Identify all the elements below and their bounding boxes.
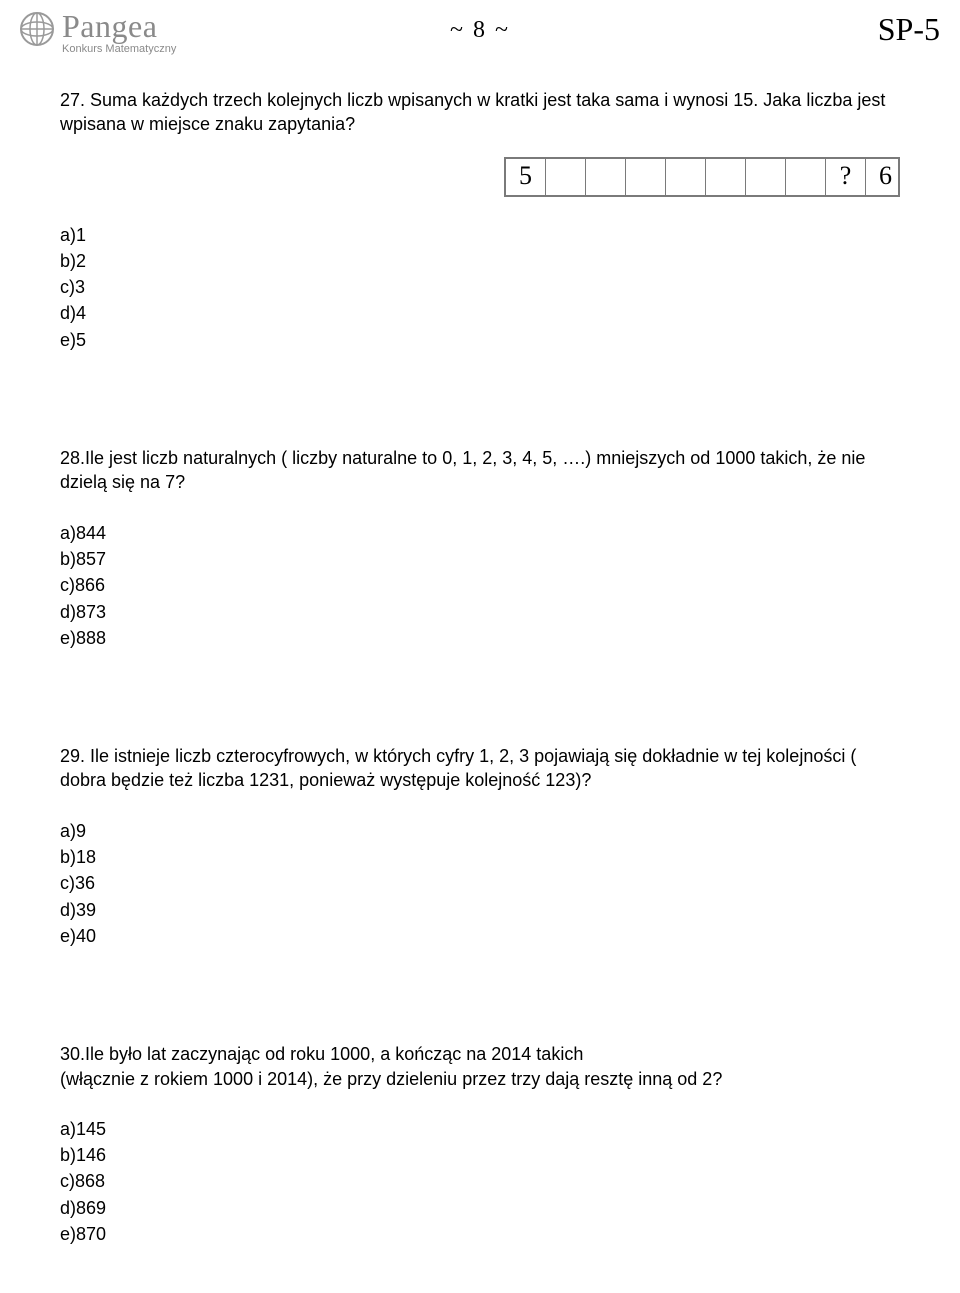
box-cell [786, 159, 826, 195]
question-28: 28.Ile jest liczb naturalnych ( liczby n… [60, 446, 900, 650]
question-27: 27. Suma każdych trzech kolejnych liczb … [60, 88, 900, 352]
option: e)870 [60, 1222, 900, 1246]
options-list: a)9 b)18 c)36 d)39 e)40 [60, 819, 900, 948]
box-cell [746, 159, 786, 195]
page-number: ~ 8 ~ [60, 14, 900, 46]
box-cell [666, 159, 706, 195]
question-text: 27. Suma każdych trzech kolejnych liczb … [60, 88, 900, 137]
box-cell [706, 159, 746, 195]
box-cell [626, 159, 666, 195]
question-text: 29. Ile istnieje liczb czterocyfrowych, … [60, 744, 900, 793]
option: b)857 [60, 547, 900, 571]
option: d)39 [60, 898, 900, 922]
box-cell: 6 [866, 159, 905, 195]
question-text: 28.Ile jest liczb naturalnych ( liczby n… [60, 446, 900, 495]
option: a)9 [60, 819, 900, 843]
option: e)888 [60, 626, 900, 650]
option: c)868 [60, 1169, 900, 1193]
question-30: 30.Ile było lat zaczynając od roku 1000,… [60, 1042, 900, 1246]
box-cell: 5 [506, 159, 546, 195]
options-list: a)1 b)2 c)3 d)4 e)5 [60, 223, 900, 352]
option: b)2 [60, 249, 900, 273]
option: d)869 [60, 1196, 900, 1220]
option: c)3 [60, 275, 900, 299]
question-text: 30.Ile było lat zaczynając od roku 1000,… [60, 1042, 900, 1091]
option: a)145 [60, 1117, 900, 1141]
number-box-row: 5 ? 6 [504, 157, 900, 197]
question-29: 29. Ile istnieje liczb czterocyfrowych, … [60, 744, 900, 948]
class-code: SP-5 [878, 8, 940, 51]
option: a)1 [60, 223, 900, 247]
option: d)873 [60, 600, 900, 624]
box-cell [546, 159, 586, 195]
option: c)866 [60, 573, 900, 597]
option: a)844 [60, 521, 900, 545]
option: e)5 [60, 328, 900, 352]
option: c)36 [60, 871, 900, 895]
option: e)40 [60, 924, 900, 948]
box-cell [586, 159, 626, 195]
globe-icon [18, 10, 56, 54]
options-list: a)844 b)857 c)866 d)873 e)888 [60, 521, 900, 650]
options-list: a)145 b)146 c)868 d)869 e)870 [60, 1117, 900, 1246]
option: d)4 [60, 301, 900, 325]
box-cell: ? [826, 159, 866, 195]
option: b)18 [60, 845, 900, 869]
option: b)146 [60, 1143, 900, 1167]
